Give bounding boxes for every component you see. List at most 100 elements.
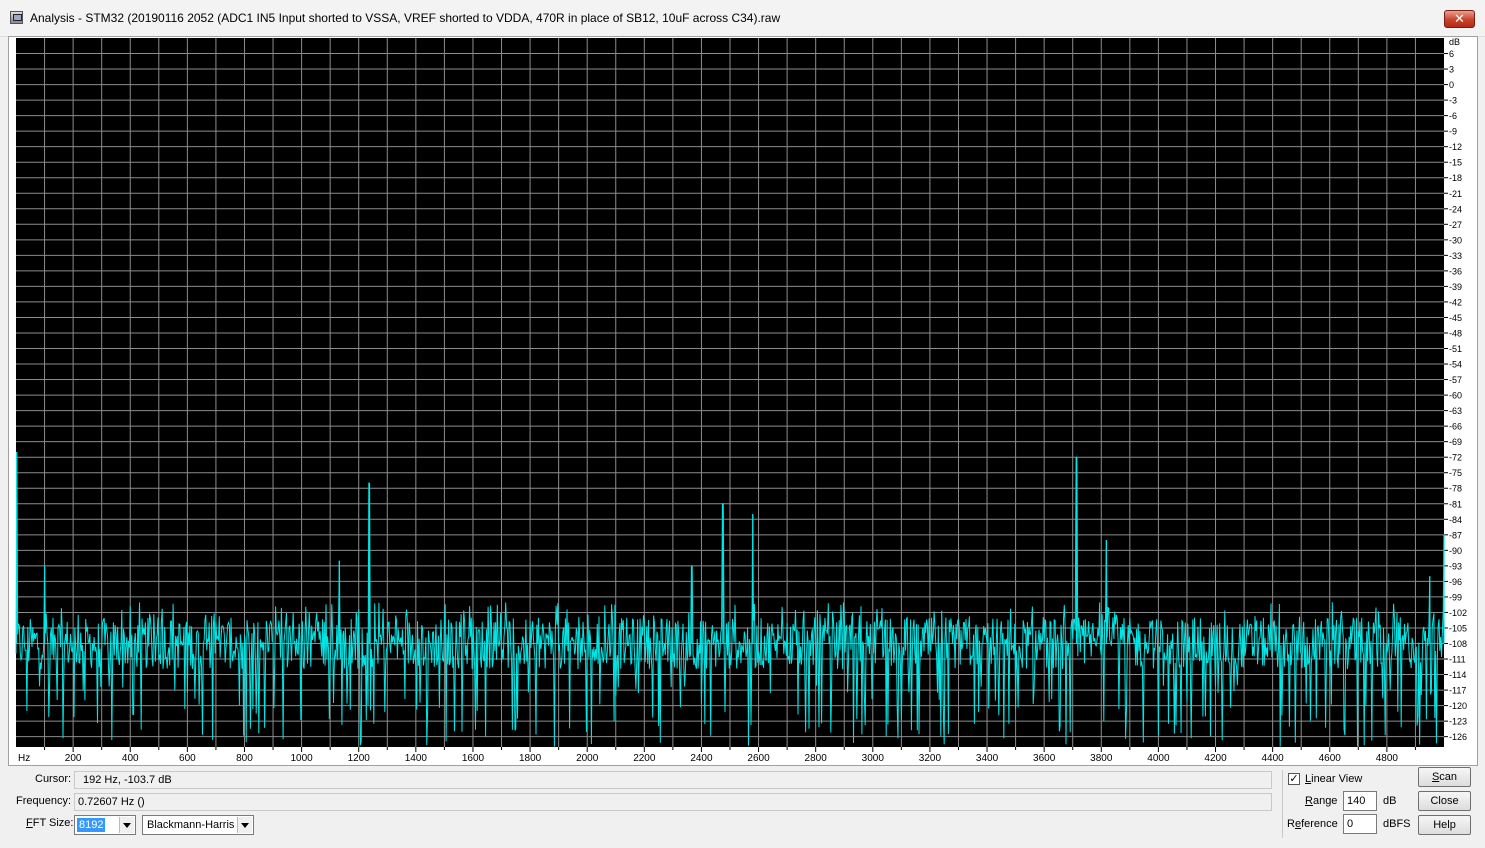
x-tick-label: 200 <box>65 753 82 764</box>
y-tick-label: -126 <box>1449 732 1467 742</box>
cursor-readout: 192 Hz, -103.7 dB <box>74 771 1272 789</box>
x-tick-label: 1000 <box>290 753 313 764</box>
y-tick-label: -54 <box>1449 360 1462 370</box>
y-tick-label: -42 <box>1449 297 1462 307</box>
x-tick-label: 800 <box>236 753 253 764</box>
y-tick-label: -87 <box>1449 530 1462 540</box>
y-tick-label: -18 <box>1449 173 1462 183</box>
y-tick-label: -30 <box>1449 235 1462 245</box>
x-tick-label: 1800 <box>519 753 542 764</box>
x-tick-label: 2200 <box>633 753 656 764</box>
y-tick-label: -84 <box>1449 515 1462 525</box>
x-tick-label: 1400 <box>405 753 428 764</box>
y-tick-label: -6 <box>1449 111 1457 121</box>
y-tick-label: -63 <box>1449 406 1462 416</box>
x-tick-label: 2000 <box>576 753 599 764</box>
x-axis-label: Hz <box>18 753 30 764</box>
reference-unit: dBFS <box>1383 818 1411 830</box>
x-tick-label: 2600 <box>747 753 770 764</box>
range-unit: dB <box>1383 795 1397 807</box>
x-tick-label: 1200 <box>348 753 371 764</box>
reference-input[interactable]: 0 <box>1343 814 1377 834</box>
y-tick-label: -3 <box>1449 96 1457 106</box>
x-tick-label: 3000 <box>862 753 885 764</box>
app-icon[interactable] <box>10 11 23 24</box>
y-tick-label: -102 <box>1449 608 1467 618</box>
fft-size-label: FFT Size: <box>26 817 74 829</box>
y-tick-label: 6 <box>1449 49 1454 59</box>
x-tick-label: 2800 <box>805 753 828 764</box>
y-tick-label: -66 <box>1449 422 1462 432</box>
y-tick-label: -78 <box>1449 484 1462 494</box>
window-function-value: Blackmann-Harris <box>147 819 235 831</box>
y-tick-label: -45 <box>1449 313 1462 323</box>
spectrum-trace <box>15 451 1445 747</box>
title-bar: Analysis - STM32 (20190116 2052 (ADC1 IN… <box>0 0 1485 37</box>
x-tick-label: 3400 <box>976 753 999 764</box>
y-tick-label: -105 <box>1449 623 1467 633</box>
fft-size-select[interactable]: 8192 <box>74 815 136 835</box>
y-tick-label: 3 <box>1449 65 1454 75</box>
x-tick-label: 4000 <box>1147 753 1170 764</box>
y-tick-label: -99 <box>1449 592 1462 602</box>
y-tick-label: -21 <box>1449 189 1462 199</box>
range-input[interactable]: 140 <box>1343 791 1377 811</box>
y-tick-label: -96 <box>1449 577 1462 587</box>
frequency-readout: 0.72607 Hz () <box>74 793 1272 811</box>
y-tick-label: -24 <box>1449 204 1462 214</box>
y-tick-label: -123 <box>1449 717 1467 727</box>
reference-label: Reference <box>1287 818 1338 830</box>
x-tick-label: 2400 <box>690 753 713 764</box>
cursor-label: Cursor: <box>35 773 72 785</box>
y-tick-label: -69 <box>1449 437 1462 447</box>
frequency-label: Frequency: <box>16 795 72 807</box>
scan-button[interactable]: Scan <box>1418 767 1471 787</box>
y-tick-label: -72 <box>1449 453 1462 463</box>
y-tick-label: -27 <box>1449 220 1462 230</box>
y-tick-label: -51 <box>1449 344 1462 354</box>
y-tick-label: -90 <box>1449 546 1462 556</box>
y-tick-label: -75 <box>1449 468 1462 478</box>
help-button[interactable]: Help <box>1418 815 1471 835</box>
y-tick-label: -120 <box>1449 701 1467 711</box>
linear-view-checkbox[interactable]: ✓ <box>1288 773 1300 785</box>
y-tick-label: -81 <box>1449 499 1462 509</box>
y-tick-label: -39 <box>1449 282 1462 292</box>
chevron-down-icon[interactable] <box>119 817 134 833</box>
x-tick-label: 600 <box>179 753 196 764</box>
y-tick-label: -117 <box>1449 686 1466 696</box>
x-tick-label: 3200 <box>919 753 942 764</box>
y-tick-label: -12 <box>1449 142 1462 152</box>
spectrum-plot[interactable]: 200 400 600 800 1000 1200 1400 1600 1800 2000 2200… <box>8 36 1478 766</box>
x-tick-label: 3600 <box>1033 753 1056 764</box>
y-tick-label: 0 <box>1449 80 1454 90</box>
y-axis-label: dB <box>1449 37 1460 47</box>
x-tick-label: 4600 <box>1319 753 1342 764</box>
y-tick-label: -111 <box>1449 655 1466 665</box>
y-tick-label: -57 <box>1449 375 1462 385</box>
y-tick-label: -36 <box>1449 266 1462 276</box>
window-function-select[interactable]: Blackmann-Harris <box>142 815 254 835</box>
x-tick-label: 4400 <box>1262 753 1285 764</box>
x-tick-label: 1600 <box>462 753 485 764</box>
x-tick-label: 4200 <box>1204 753 1227 764</box>
x-tick-label: 4800 <box>1376 753 1399 764</box>
window-title: Analysis - STM32 (20190116 2052 (ADC1 IN… <box>30 11 781 25</box>
y-tick-label: -33 <box>1449 251 1462 261</box>
window-close-button[interactable]: ✕ <box>1444 10 1475 28</box>
y-tick-label: -48 <box>1449 328 1462 338</box>
close-button[interactable]: Close <box>1418 791 1471 811</box>
chevron-down-icon[interactable] <box>237 817 252 833</box>
range-label: Range <box>1305 795 1338 807</box>
linear-view-label[interactable]: Linear View <box>1305 773 1363 785</box>
y-tick-label: -114 <box>1449 670 1466 680</box>
y-tick-label: -108 <box>1449 639 1467 649</box>
x-tick-label: 3800 <box>1090 753 1113 764</box>
view-options-group <box>1282 770 1409 838</box>
y-tick-label: -60 <box>1449 391 1462 401</box>
x-tick-label: 400 <box>122 753 139 764</box>
y-tick-label: -15 <box>1449 158 1462 168</box>
fft-size-value: 8192 <box>77 818 106 832</box>
y-tick-label: -93 <box>1449 561 1462 571</box>
y-tick-label: -9 <box>1449 127 1457 137</box>
